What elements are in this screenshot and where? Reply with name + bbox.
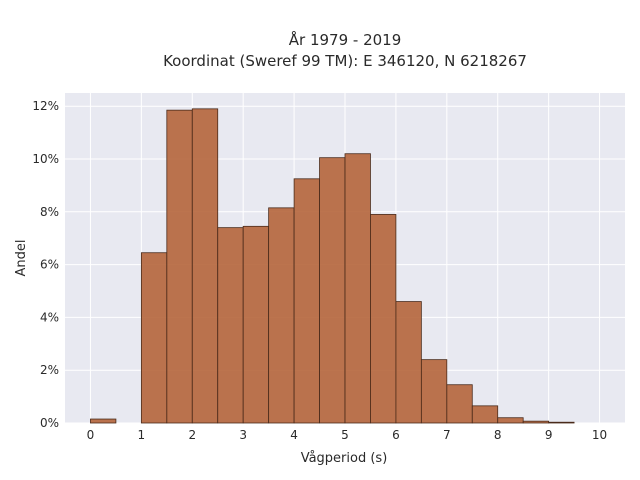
x-tick-label: 2 — [188, 428, 196, 442]
histogram-bar — [140, 252, 168, 424]
histogram-bar — [268, 207, 295, 424]
y-tick-label: 6% — [40, 258, 59, 272]
y-tick-label: 4% — [40, 310, 59, 324]
histogram-bar — [497, 417, 524, 424]
histogram-bar — [522, 420, 550, 424]
histogram-bar — [548, 421, 575, 424]
histogram-bars — [90, 108, 575, 424]
histogram-bar — [420, 359, 448, 424]
x-tick-label: 0 — [87, 428, 95, 442]
histogram-bar — [293, 178, 320, 424]
histogram-bar — [319, 157, 346, 424]
y-tick-label: 10% — [32, 152, 59, 166]
histogram-bar — [344, 153, 371, 424]
x-tick-label: 4 — [290, 428, 298, 442]
x-tick-label: 9 — [545, 428, 553, 442]
x-axis-label: Vågperiod (s) — [301, 451, 388, 466]
x-tick-labels: 0 1 2 3 4 5 6 7 8 9 10 — [87, 428, 608, 442]
histogram-bar — [395, 301, 422, 424]
y-tick-label: 12% — [32, 99, 59, 113]
x-tick-label: 8 — [494, 428, 502, 442]
x-tick-label: 10 — [592, 428, 607, 442]
x-tick-label: 7 — [443, 428, 451, 442]
y-tick-label: 0% — [40, 416, 59, 430]
y-tick-labels: 0% 2% 4% 6% 8% 10% 12% — [32, 99, 59, 430]
y-axis-label: Andel — [14, 240, 29, 277]
chart-title-line1: År 1979 - 2019 — [289, 30, 402, 49]
histogram-bar — [217, 227, 244, 424]
histogram-bar — [446, 384, 473, 424]
x-tick-label: 6 — [392, 428, 400, 442]
x-tick-label: 1 — [138, 428, 146, 442]
chart-title-line2: Koordinat (Sweref 99 TM): E 346120, N 62… — [163, 52, 527, 70]
histogram-bar — [242, 225, 270, 424]
y-tick-label: 8% — [40, 205, 59, 219]
histogram-bar — [471, 405, 499, 424]
histogram-bar — [191, 108, 219, 424]
histogram-bar — [370, 214, 397, 424]
x-tick-label: 5 — [341, 428, 349, 442]
x-tick-label: 3 — [239, 428, 247, 442]
histogram-bar — [166, 109, 193, 424]
histogram-bar — [90, 418, 117, 424]
y-tick-label: 2% — [40, 363, 59, 377]
